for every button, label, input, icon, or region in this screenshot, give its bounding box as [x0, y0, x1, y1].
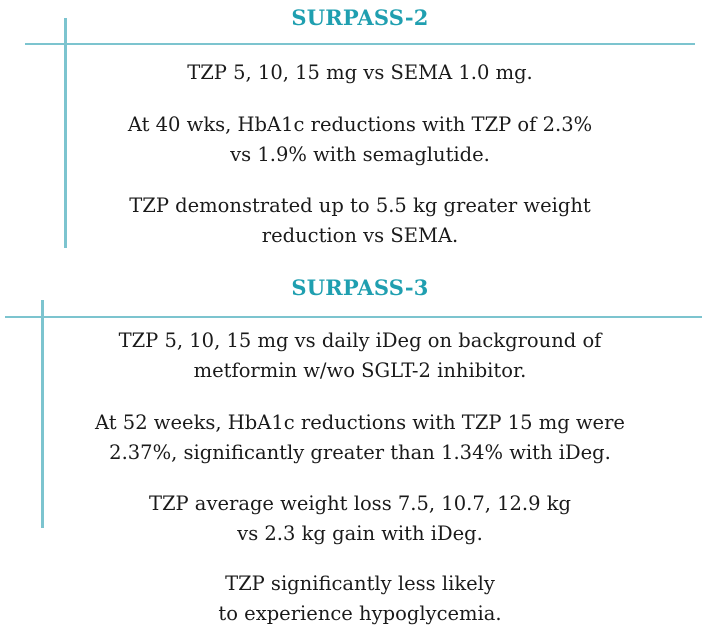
- surpass-3-hypoglycemia: TZP significantly less likely to experie…: [0, 569, 702, 629]
- surpass-2-title: SURPASS-2: [291, 5, 429, 30]
- surpass-3-hypoglycemia-line-1: TZP significantly less likely: [225, 572, 495, 595]
- surpass-3-horizontal-rule: [5, 316, 702, 318]
- surpass-3-vertical-rule: [41, 300, 44, 528]
- surpass-2-hba1c-line-2: vs 1.9% with semaglutide.: [230, 143, 490, 166]
- surpass-2-weight: TZP demonstrated up to 5.5 kg greater we…: [0, 191, 702, 251]
- surpass-3-hba1c: At 52 weeks, HbA1c reductions with TZP 1…: [0, 408, 702, 468]
- surpass-2-hba1c-line-1: At 40 wks, HbA1c reductions with TZP of …: [127, 113, 593, 136]
- surpass-3-weight-line-1: TZP average weight loss 7.5, 10.7, 12.9 …: [148, 492, 572, 515]
- surpass-3-hypoglycemia-line-2: to experience hypoglycemia.: [218, 602, 502, 625]
- surpass-3-hba1c-line-2: 2.37%, significantly greater than 1.34% …: [109, 441, 611, 464]
- surpass-2-comparison: TZP 5, 10, 15 mg vs SEMA 1.0 mg.: [0, 58, 702, 88]
- surpass-3-weight: TZP average weight loss 7.5, 10.7, 12.9 …: [0, 489, 702, 549]
- surpass-3-title: SURPASS-3: [291, 275, 429, 300]
- surpass-2-vertical-rule: [64, 18, 67, 248]
- surpass-2-weight-line-2: reduction vs SEMA.: [261, 224, 459, 247]
- surpass-3-hba1c-line-1: At 52 weeks, HbA1c reductions with TZP 1…: [95, 411, 625, 434]
- surpass-3-comparison-line-2: metformin w/wo SGLT-2 inhibitor.: [193, 359, 527, 382]
- surpass-2-horizontal-rule: [25, 43, 695, 45]
- surpass-3-comparison: TZP 5, 10, 15 mg vs daily iDeg on backgr…: [0, 326, 702, 386]
- surpass-2-weight-line-1: TZP demonstrated up to 5.5 kg greater we…: [129, 194, 591, 217]
- surpass-3-comparison-line-1: TZP 5, 10, 15 mg vs daily iDeg on backgr…: [118, 329, 602, 352]
- surpass-2-comparison-line-1: TZP 5, 10, 15 mg vs SEMA 1.0 mg.: [187, 61, 533, 84]
- surpass-3-weight-line-2: vs 2.3 kg gain with iDeg.: [237, 522, 483, 545]
- surpass-2-hba1c: At 40 wks, HbA1c reductions with TZP of …: [0, 110, 702, 170]
